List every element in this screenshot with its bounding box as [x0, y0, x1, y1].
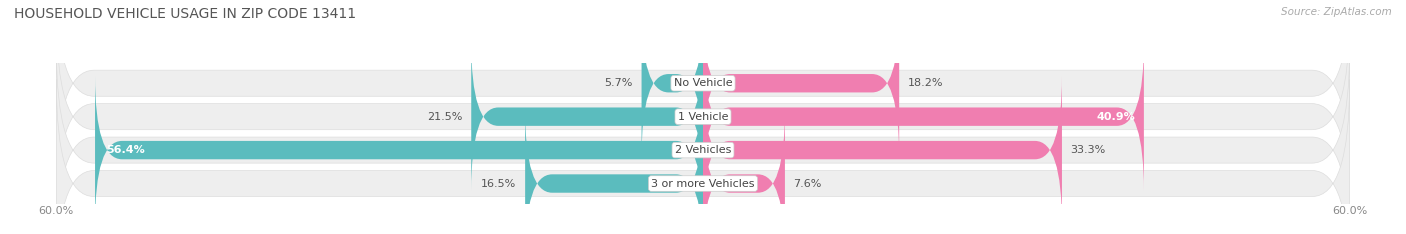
Text: 16.5%: 16.5%	[481, 179, 516, 189]
FancyBboxPatch shape	[56, 13, 1350, 221]
FancyBboxPatch shape	[56, 80, 1350, 234]
Text: No Vehicle: No Vehicle	[673, 78, 733, 88]
FancyBboxPatch shape	[471, 42, 703, 191]
Text: 5.7%: 5.7%	[605, 78, 633, 88]
Text: 3 or more Vehicles: 3 or more Vehicles	[651, 179, 755, 189]
Text: HOUSEHOLD VEHICLE USAGE IN ZIP CODE 13411: HOUSEHOLD VEHICLE USAGE IN ZIP CODE 1341…	[14, 7, 356, 21]
Text: 2 Vehicles: 2 Vehicles	[675, 145, 731, 155]
FancyBboxPatch shape	[703, 42, 1144, 191]
FancyBboxPatch shape	[703, 109, 785, 234]
Text: 40.9%: 40.9%	[1097, 112, 1135, 122]
FancyBboxPatch shape	[641, 9, 703, 158]
FancyBboxPatch shape	[526, 109, 703, 234]
FancyBboxPatch shape	[96, 76, 703, 224]
FancyBboxPatch shape	[56, 0, 1350, 187]
Text: 21.5%: 21.5%	[427, 112, 463, 122]
Text: 7.6%: 7.6%	[793, 179, 823, 189]
FancyBboxPatch shape	[703, 76, 1062, 224]
Text: 18.2%: 18.2%	[908, 78, 943, 88]
FancyBboxPatch shape	[56, 46, 1350, 234]
FancyBboxPatch shape	[703, 9, 900, 158]
Text: Source: ZipAtlas.com: Source: ZipAtlas.com	[1281, 7, 1392, 17]
Text: 33.3%: 33.3%	[1070, 145, 1107, 155]
Text: 56.4%: 56.4%	[105, 145, 145, 155]
Text: 1 Vehicle: 1 Vehicle	[678, 112, 728, 122]
